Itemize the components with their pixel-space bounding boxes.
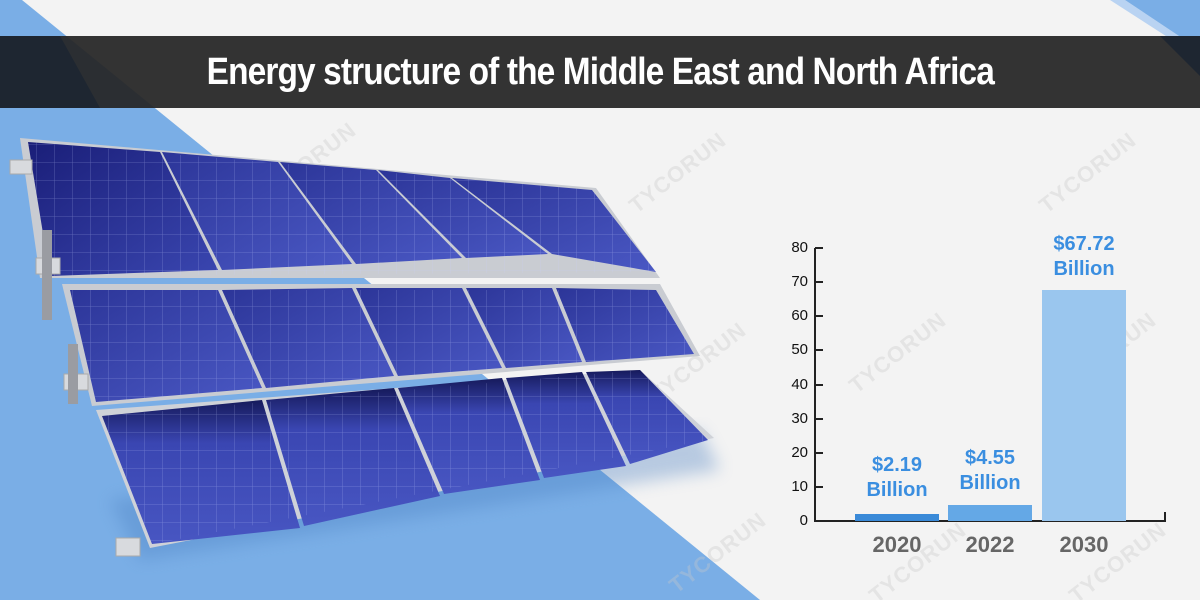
bar-value-label: $4.55 Billion <box>928 446 1052 496</box>
x-axis-end-tick <box>1164 512 1166 522</box>
y-tick <box>815 451 823 454</box>
bar-2022 <box>948 505 1032 521</box>
y-tick-label: 10 <box>791 477 808 495</box>
y-tick <box>815 247 823 249</box>
x-category-label: 2030 <box>1059 532 1109 557</box>
bar-value-unit: Billion <box>866 479 928 501</box>
x-category-label: 2022 <box>965 532 1015 557</box>
x-axis <box>814 520 1166 522</box>
y-tick-label: 30 <box>791 409 808 427</box>
bar-value-unit: Billion <box>1053 258 1115 280</box>
solar-panel-array-image <box>9 138 720 560</box>
bar-2020 <box>855 513 939 521</box>
bar-2030 <box>1042 289 1126 521</box>
y-tick-label: 60 <box>791 307 808 325</box>
bar-value-label: $2.19 Billion <box>835 453 959 503</box>
y-tick-label: 80 <box>791 239 808 256</box>
y-tick-label: 40 <box>791 375 808 393</box>
title-banner: Energy structure of the Middle East and … <box>0 36 1200 108</box>
y-tick <box>815 485 823 488</box>
y-tick-label: 50 <box>791 341 808 359</box>
y-tick <box>815 520 823 522</box>
y-tick <box>815 315 823 318</box>
bar-value-label: $67.72 Billion <box>1022 232 1146 282</box>
bar-value-amount: $4.55 <box>964 447 1016 469</box>
y-tick <box>815 383 823 386</box>
bar-value-unit: Billion <box>959 472 1021 494</box>
y-tick <box>815 417 823 420</box>
y-tick-label: 20 <box>791 443 808 461</box>
bar-value-amount: $2.19 <box>871 454 923 476</box>
y-tick-label: 0 <box>799 512 808 529</box>
y-tick <box>815 281 823 284</box>
page-title: Energy structure of the Middle East and … <box>206 50 994 93</box>
x-category-label: 2020 <box>872 532 922 557</box>
bar-value-amount: $67.72 <box>1053 233 1115 255</box>
y-tick-label: 70 <box>791 273 808 291</box>
y-tick <box>815 349 823 352</box>
